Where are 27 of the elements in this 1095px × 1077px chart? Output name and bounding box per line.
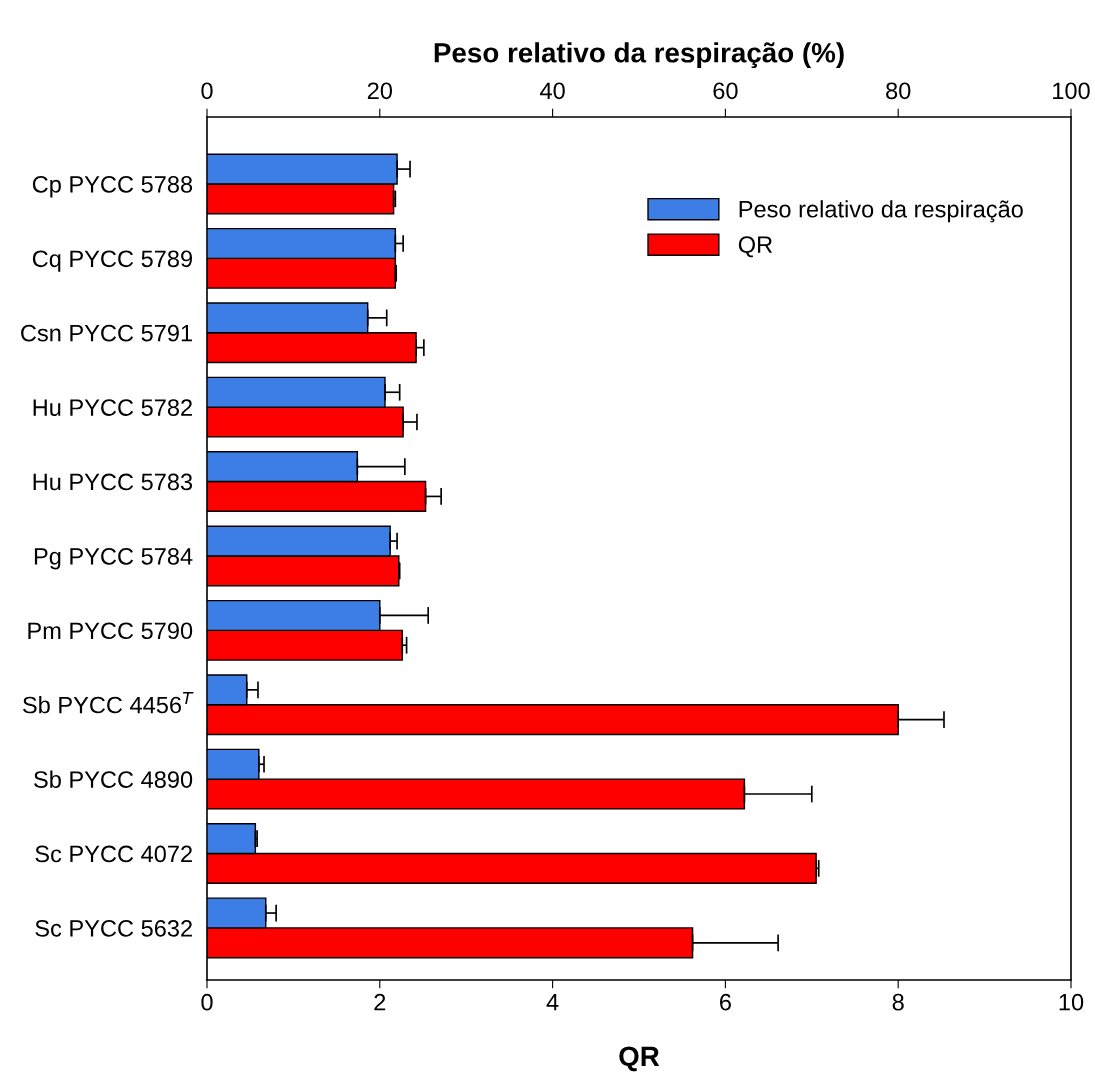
x-axis-title: QR [619,1046,660,1072]
x2-tick-label: 0 [201,82,213,100]
y-tick-label: Sc PYCC 5632 [35,919,192,937]
y-tick-label: Sc PYCC 4072 [35,845,192,863]
x-tick-label: 0 [201,993,213,1011]
y-tick-label: Sb PYCC 4456$^{T}$ [23,692,194,714]
x2-tick-label: 20 [367,82,393,100]
y-tick-label: Csn PYCC 5791 [21,324,192,342]
y-tick-label: Cq PYCC 5789 [32,250,192,272]
x2-tick-label: 40 [540,82,565,100]
x-tick-label: 8 [892,993,904,1011]
x-tick-label: 2 [374,993,386,1011]
legend-label: QR [738,236,773,258]
x2-tick-label: 60 [713,82,738,100]
x-tick-label: 4 [546,994,559,1011]
y-tick-label: Sb PYCC 4890 [34,770,193,788]
y-tick-label: Pm PYCC 5790 [28,622,193,640]
y-tick-label: Cp PYCC 5788 [32,176,193,198]
legend-label: Peso relativo da respiração [739,200,1023,223]
x2-tick-label: 80 [886,82,911,100]
x-tick-label: 10 [1059,993,1084,1011]
x2-axis-title: Peso relativo da respiração (%) [434,42,844,69]
y-tick-label: Hu PYCC 5783 [33,473,193,491]
y-tick-label: Pg PYCC 5784 [34,548,193,570]
x2-tick-label: 100 [1053,82,1090,100]
x-tick-label: 6 [720,993,731,1011]
y-tick-label: Hu PYCC 5782 [33,399,192,416]
